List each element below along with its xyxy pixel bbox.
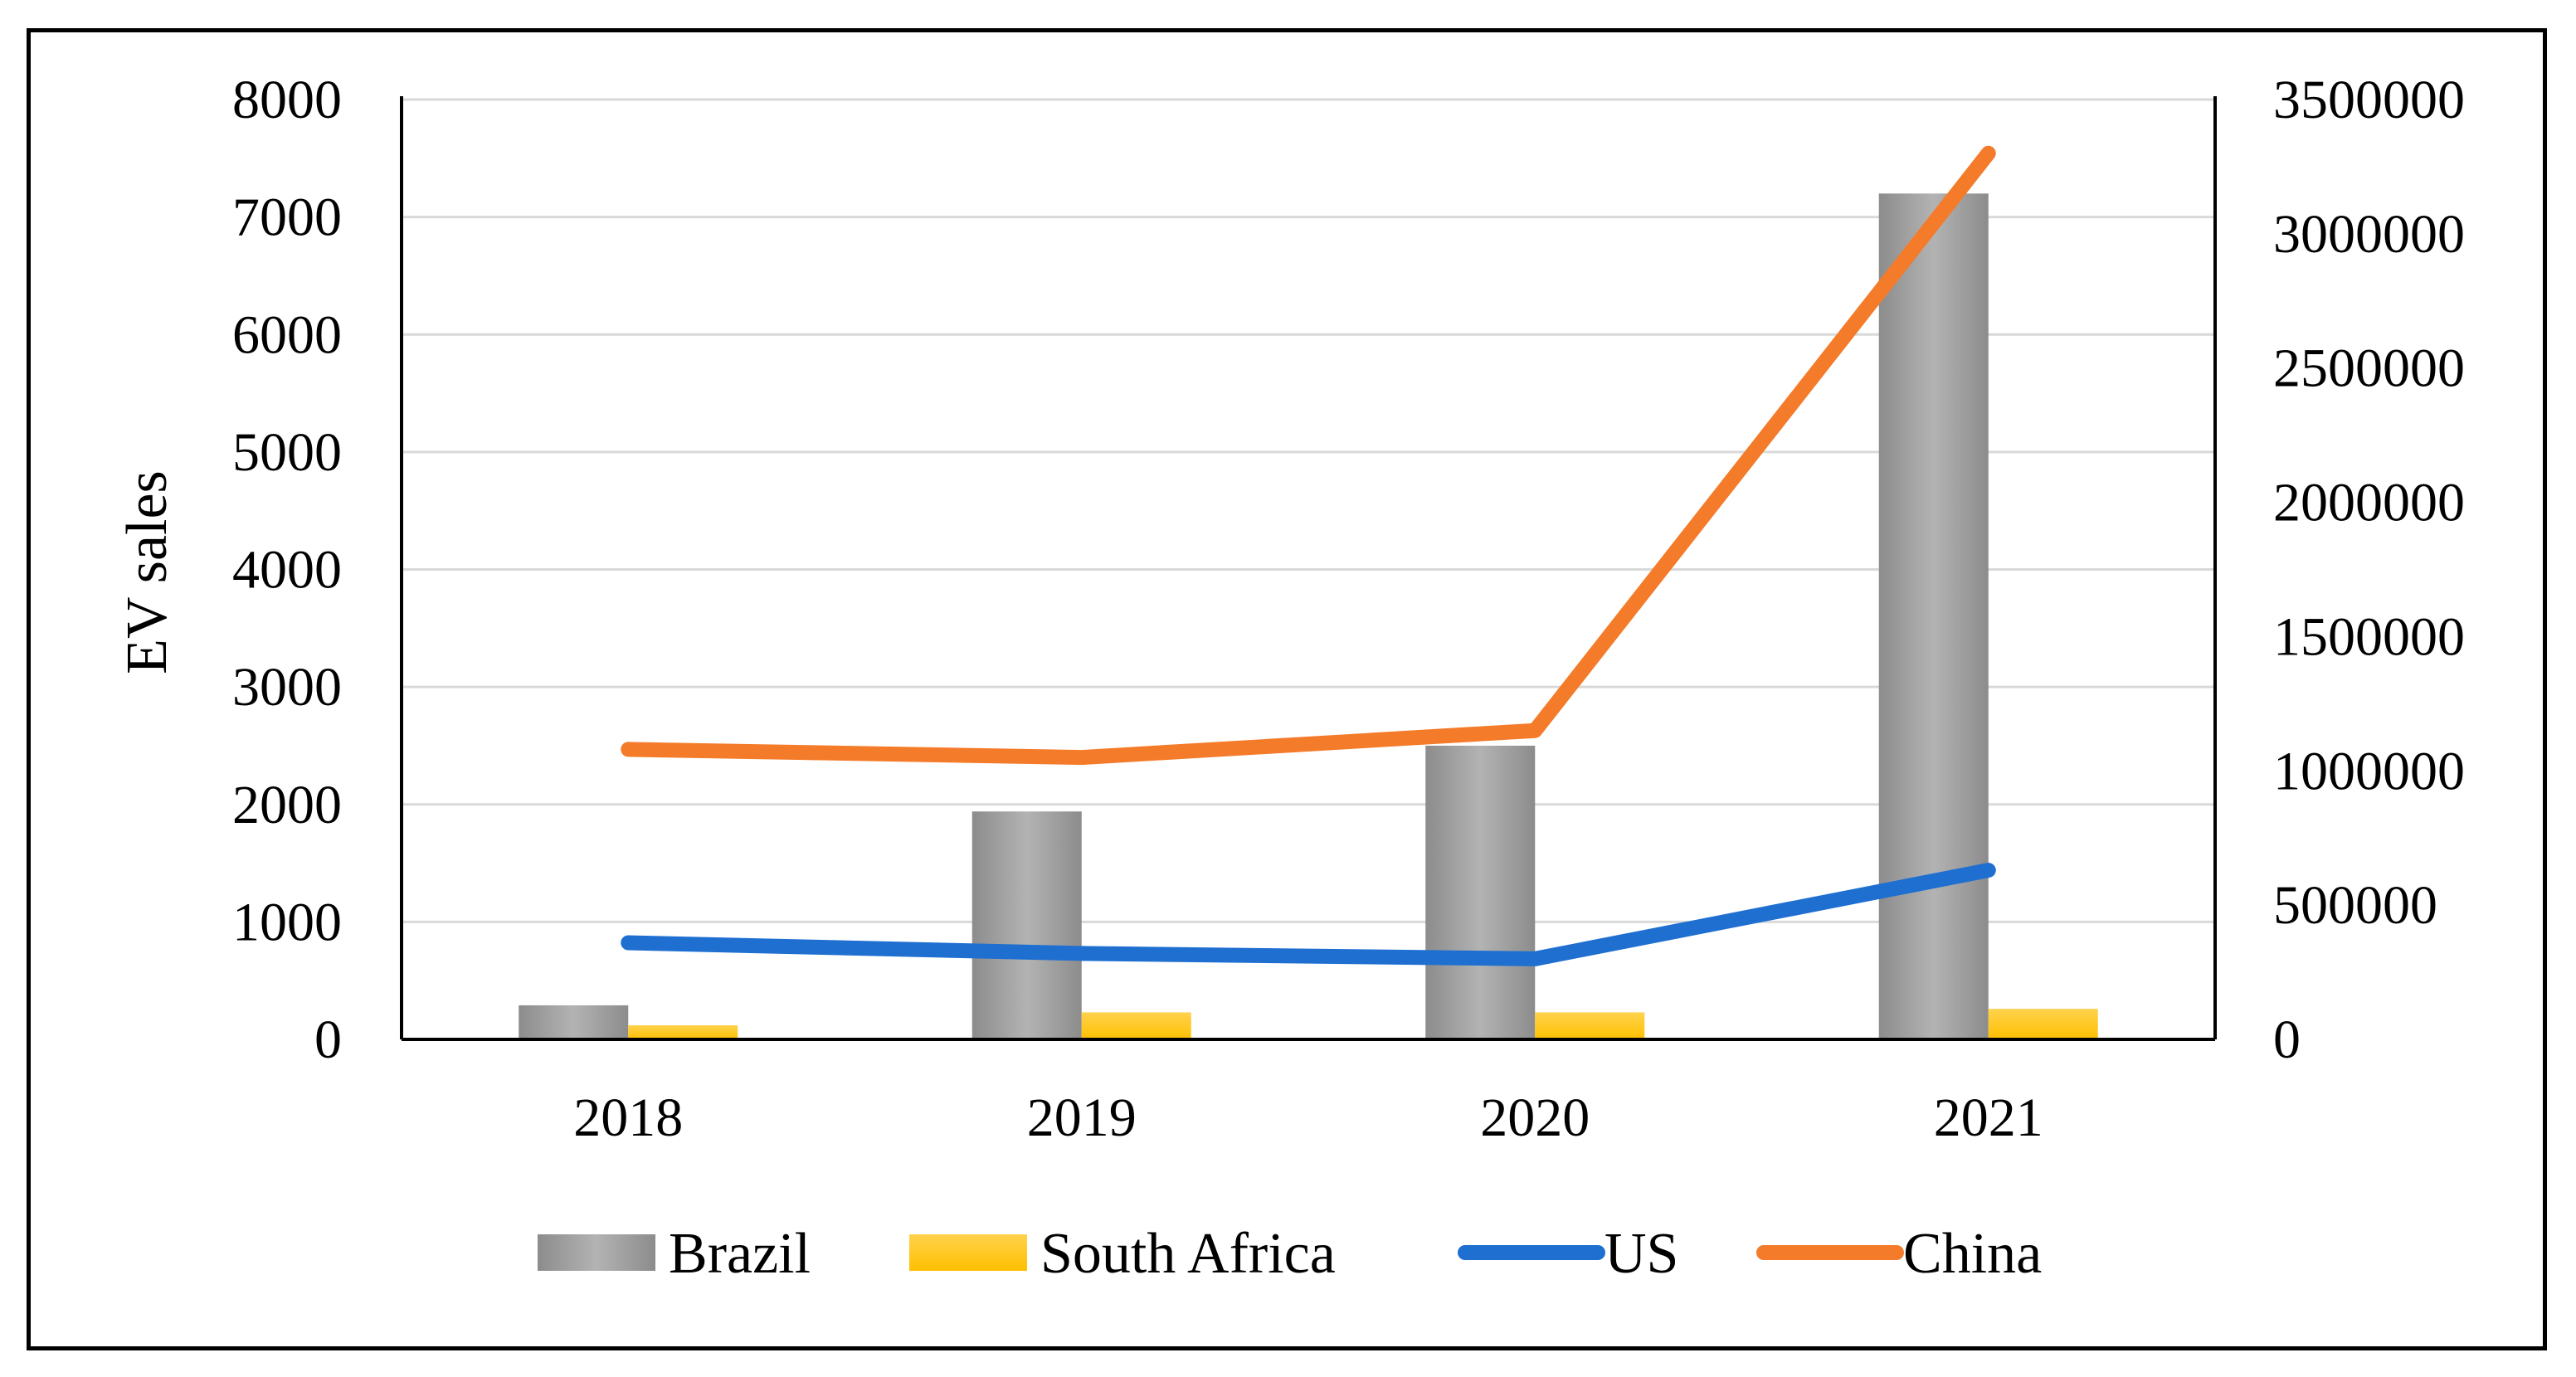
y2-tick-label: 3500000 <box>2273 70 2465 130</box>
x-tick-label: 2019 <box>1027 1087 1137 1148</box>
y-axis-title: EV sales <box>115 470 179 674</box>
y2-tick-label: 1500000 <box>2273 606 2465 667</box>
y-tick-label: 7000 <box>232 187 342 248</box>
y2-tick-label: 500000 <box>2273 875 2437 936</box>
axes <box>400 96 2217 1041</box>
bar-south-africa-2019 <box>1081 1012 1191 1039</box>
x-tick-label: 2020 <box>1480 1087 1590 1148</box>
y-tick-label: 6000 <box>232 304 342 365</box>
bar-south-africa-2021 <box>1988 1009 2098 1039</box>
y2-tick-label: 3000000 <box>2273 204 2465 265</box>
x-tick-label: 2021 <box>1934 1087 2043 1148</box>
x-tick-label: 2018 <box>573 1087 683 1148</box>
y-tick-label: 3000 <box>232 657 342 718</box>
bar-brazil-2018 <box>519 1005 629 1039</box>
bar-brazil-2019 <box>971 811 1082 1039</box>
y-tick-label: 8000 <box>232 70 342 130</box>
legend: Brazil South Africa US China <box>538 1222 2042 1286</box>
legend-south-africa-swatch <box>909 1234 1027 1271</box>
legend-us-label: US <box>1605 1222 1678 1286</box>
legend-brazil-label: Brazil <box>669 1222 811 1286</box>
y-tick-label: 2000 <box>232 775 342 835</box>
y-tick-label: 1000 <box>232 892 342 952</box>
bar-brazil-2021 <box>1878 193 1989 1040</box>
y-tick-label: 5000 <box>232 422 342 483</box>
y2-tick-label: 2000000 <box>2273 473 2465 533</box>
legend-brazil-swatch <box>538 1234 655 1271</box>
bar-brazil-2020 <box>1425 745 1536 1039</box>
legend-south-africa-label: South Africa <box>1040 1222 1336 1286</box>
bar-south-africa-2018 <box>628 1025 738 1039</box>
chart-frame <box>27 28 2547 1350</box>
tick-labels: 0 1000 2000 3000 4000 5000 6000 7000 8000 0 500000… <box>232 70 2465 1148</box>
legend-china-label: China <box>1903 1222 2042 1286</box>
bar-south-africa-2020 <box>1535 1012 1645 1039</box>
y2-tick-label: 1000000 <box>2273 741 2465 801</box>
series-line-us <box>621 863 1996 966</box>
series-line-china <box>621 145 1996 766</box>
lines <box>621 145 1996 966</box>
y-tick-label: 0 <box>314 1010 342 1070</box>
y2-tick-label: 0 <box>2273 1010 2301 1070</box>
y2-tick-label: 2500000 <box>2273 338 2465 399</box>
bars <box>519 193 2098 1040</box>
y-tick-label: 4000 <box>232 540 342 601</box>
